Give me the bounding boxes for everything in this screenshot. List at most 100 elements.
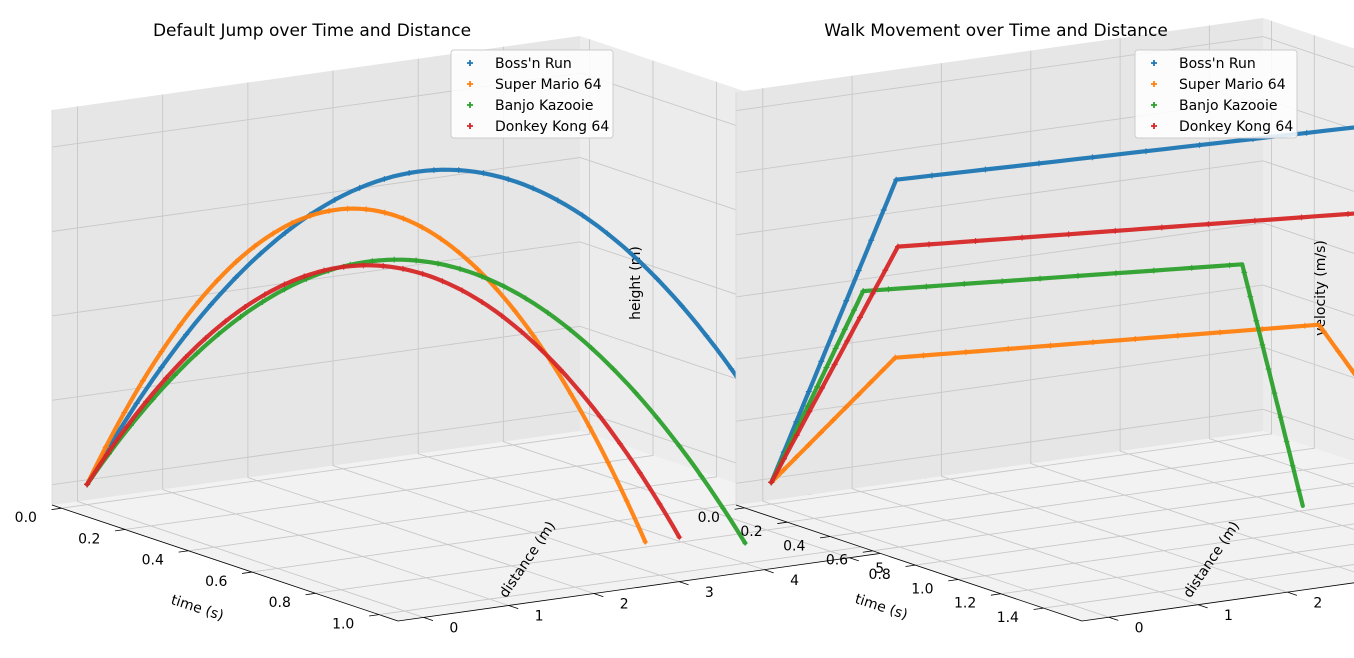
chart-title: Walk Movement over Time and Distance (824, 21, 1168, 41)
x-tick-label: 0.4 (783, 538, 805, 554)
x-gridline (188, 81, 717, 552)
data-point (530, 332, 537, 339)
legend-label: Banjo Kazooie (1179, 98, 1277, 114)
data-point (1226, 262, 1233, 269)
data-point (617, 440, 624, 447)
y-gridline (1208, 25, 1354, 488)
data-point (962, 349, 969, 356)
data-point (143, 398, 150, 405)
y-tick-label: 2 (620, 597, 629, 613)
data-point (391, 256, 398, 263)
data-point (1132, 335, 1139, 342)
x-tick (115, 529, 126, 532)
data-point (215, 331, 222, 338)
x-tick (305, 592, 316, 596)
data-point (1074, 272, 1081, 279)
x-tick-label: 0.6 (826, 553, 848, 569)
data-point (885, 286, 892, 293)
data-point (1174, 332, 1181, 339)
data-point (222, 318, 229, 325)
data-point (636, 469, 643, 476)
data-point (1345, 210, 1352, 217)
x-tick-label: 0.0 (15, 510, 37, 526)
data-point (478, 273, 485, 280)
data-point (597, 413, 604, 420)
data-point (1350, 368, 1354, 375)
data-point (856, 314, 863, 321)
data-point (413, 257, 420, 264)
z-axis-label: velocity (m/s) (1313, 240, 1329, 336)
data-point (1259, 341, 1266, 348)
data-point (868, 237, 875, 244)
data-point (1035, 160, 1042, 167)
data-point (281, 281, 288, 288)
z-gridline (735, 284, 1354, 360)
data-point (480, 170, 487, 177)
x-tick (368, 614, 380, 617)
data-point (1047, 342, 1054, 349)
legend-marker (1151, 102, 1157, 108)
data-point (1247, 293, 1254, 300)
data-point (177, 322, 184, 329)
x-gridline (61, 39, 590, 509)
data-point (676, 534, 683, 541)
data-point (831, 361, 838, 368)
y-tick (678, 581, 689, 586)
legend: Boss'n Run Super Mario 64 Banjo Kazooie Don… (450, 49, 614, 139)
y-axis-line (397, 546, 927, 622)
data-point (880, 206, 887, 213)
data-point (139, 377, 146, 384)
data-point (430, 167, 437, 174)
legend-marker (467, 123, 473, 129)
y-tick-label: 1 (1224, 608, 1233, 624)
data-point (1158, 224, 1165, 231)
data-point (781, 455, 787, 462)
y-tick-label: 4 (790, 573, 799, 589)
data-point (84, 481, 91, 488)
data-point (232, 274, 239, 281)
data-point (1089, 339, 1096, 346)
data-point (629, 251, 636, 258)
data-point (894, 243, 901, 250)
data-point (288, 220, 295, 227)
data-point (381, 175, 388, 182)
data-point (380, 262, 387, 269)
x-gridline (1000, 543, 1354, 595)
x-gridline (958, 523, 1354, 580)
data-point (439, 278, 446, 285)
data-point (923, 283, 930, 290)
data-point (418, 224, 425, 231)
y-tick-label: 5 (875, 561, 884, 577)
data-point (830, 328, 837, 335)
data-point (817, 429, 824, 436)
legend-marker (467, 102, 473, 108)
data-point (301, 273, 308, 280)
z-gridline (735, 408, 1354, 484)
data-point (455, 167, 462, 174)
data-point (972, 238, 979, 245)
legend-box (450, 49, 614, 139)
y-tick-label: 0 (449, 621, 458, 637)
data-point (123, 423, 130, 430)
data-point (869, 290, 876, 297)
series-4 (768, 210, 1354, 486)
data-point (1241, 269, 1248, 276)
data-point (1150, 267, 1157, 274)
y-gridline (162, 94, 509, 606)
data-point (566, 326, 573, 333)
data-point (522, 295, 529, 302)
data-point (1303, 129, 1310, 136)
data-point (183, 331, 190, 338)
legend-label: Donkey Kong 64 (495, 119, 609, 135)
data-point (982, 166, 989, 173)
x-axis-label: time (s) (169, 592, 226, 624)
data-point (163, 375, 170, 382)
series-2 (768, 322, 1354, 486)
data-point (282, 229, 289, 236)
data-point (814, 383, 821, 390)
series-3 (768, 262, 1305, 508)
x-gridline (829, 462, 1354, 537)
x-axis-line (735, 504, 1083, 622)
x-tick (51, 507, 62, 510)
